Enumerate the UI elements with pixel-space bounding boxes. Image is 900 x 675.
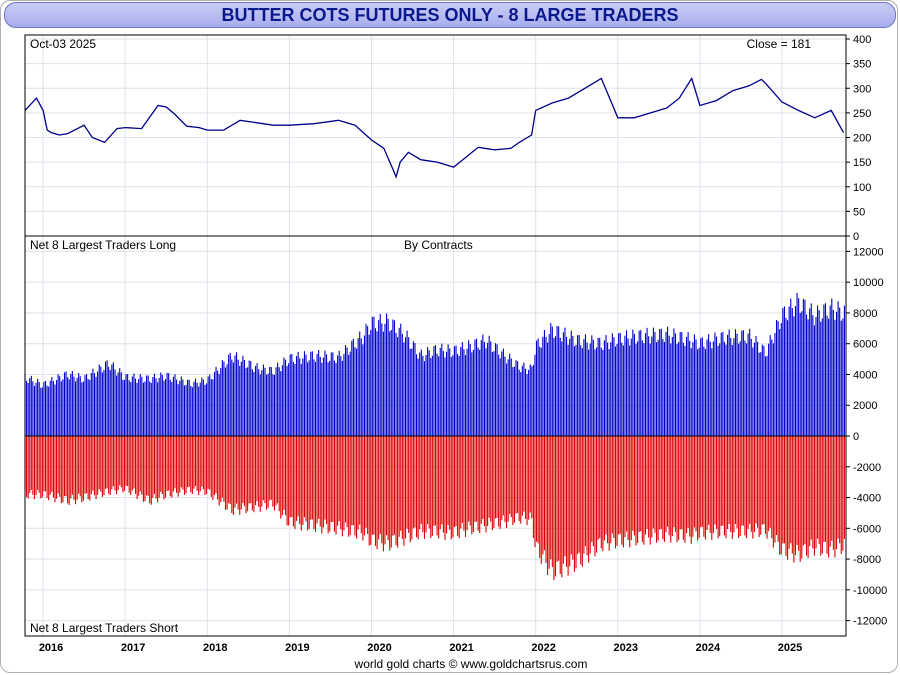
short-label: Net 8 Largest Traders Short: [30, 621, 179, 635]
positions-y-ticks: -12000 -10000 -8000 -6000 -4000 -2000 0 2000 400…: [846, 246, 887, 628]
positions-tick-label: 12000: [853, 246, 884, 258]
positions-tick-label: -10000: [853, 585, 887, 597]
positions-tick-label: -2000: [853, 462, 881, 474]
x-tick-label: 2024: [696, 642, 721, 654]
price-line-group: [24, 76, 845, 179]
x-tick-label: 2020: [367, 642, 391, 654]
positions-tick-label: -4000: [853, 493, 881, 505]
positions-tick-label: 0: [853, 431, 859, 443]
x-tick-label: 2016: [39, 642, 63, 654]
positions-tick-label: 8000: [853, 308, 877, 320]
short-bars: [24, 436, 845, 581]
price-grid: [25, 35, 846, 237]
positions-tick-label: -6000: [853, 523, 881, 535]
price-line: [24, 76, 845, 179]
chart-title: BUTTER COTS FUTURES ONLY - 8 LARGE TRADE…: [221, 5, 679, 25]
price-tick-label: 250: [853, 108, 871, 120]
x-year-ticks: 2016 2017 2018 2019 2020 2021 2022 2023 2024 2025: [39, 642, 802, 654]
positions-tick-label: 6000: [853, 339, 877, 351]
price-tick-label: 400: [853, 34, 871, 46]
price-tick-label: 100: [853, 182, 871, 194]
close-label: Close = 181: [747, 37, 812, 51]
date-label: Oct-03 2025: [30, 37, 96, 51]
positions-tick-label: -8000: [853, 554, 881, 566]
footer-credit: world gold charts © www.goldchartsrus.co…: [354, 657, 588, 671]
x-tick-label: 2023: [614, 642, 638, 654]
positions-tick-label: 10000: [853, 277, 884, 289]
x-tick-label: 2019: [285, 642, 309, 654]
price-tick-label: 0: [853, 231, 859, 243]
x-tick-label: 2022: [531, 642, 555, 654]
title-bar: BUTTER COTS FUTURES ONLY - 8 LARGE TRADE…: [4, 2, 896, 28]
positions-tick-label: -12000: [853, 616, 887, 628]
price-tick-label: 300: [853, 83, 871, 95]
price-panel-border: [24, 34, 847, 237]
x-tick-label: 2017: [121, 642, 145, 654]
x-tick-label: 2021: [449, 642, 473, 654]
price-tick-label: 150: [853, 157, 871, 169]
long-label: Net 8 Largest Traders Long: [30, 238, 176, 252]
x-tick-label: 2025: [778, 642, 802, 654]
long-bars: [24, 293, 845, 436]
price-tick-label: 350: [853, 59, 871, 71]
price-y-ticks: 0 50 100 150 200 250 300 350 400: [846, 34, 871, 243]
x-tick-label: 2018: [203, 642, 227, 654]
price-tick-label: 50: [853, 206, 865, 218]
positions-tick-label: 4000: [853, 369, 877, 381]
by-contracts-label: By Contracts: [404, 238, 473, 252]
positions-tick-label: 2000: [853, 400, 877, 412]
price-tick-label: 200: [853, 133, 871, 145]
